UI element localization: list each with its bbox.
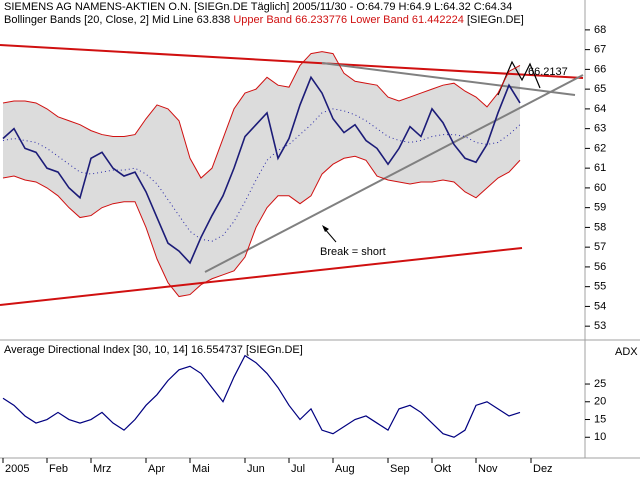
trendline [204, 74, 584, 273]
x-tick-label: Jun [247, 463, 265, 475]
pattern-line [497, 60, 541, 96]
band-line [2, 155, 521, 298]
y-tick-label: 53 [594, 320, 606, 332]
y-tick-label: 59 [594, 202, 606, 214]
x-tick-label: Nov [478, 463, 498, 475]
y-tick-label: 64 [594, 103, 606, 115]
x-tick-label: Okt [434, 463, 451, 475]
y-tick-label: 54 [594, 300, 606, 312]
y-tick-label: 62 [594, 142, 606, 154]
arrow-head [322, 225, 329, 232]
y-tick-label: 55 [594, 281, 606, 293]
trendline [321, 62, 576, 96]
subtitle: Bollinger Bands [20, Close, 2] Mid Line … [4, 14, 524, 26]
x-tick-label: Aug [335, 463, 355, 475]
x-tick-label: Jul [291, 463, 305, 475]
y-tick-label: 65 [594, 83, 606, 95]
y-tick-label: 10 [594, 431, 606, 443]
y-tick-label: 56 [594, 261, 606, 273]
subtitle-part: [SIEGn.DE] [467, 14, 524, 26]
trendline [0, 44, 584, 79]
y-tick-label: 58 [594, 221, 606, 233]
y-tick-label: 15 [594, 413, 606, 425]
band-fill [3, 51, 520, 297]
chart-title: SIEMENS AG NAMENS-AKTIEN O.N. [SIEGn.DE … [4, 1, 512, 13]
x-tick-label: 2005 [5, 463, 29, 475]
panel-title: Average Directional Index [30, 10, 14] 1… [4, 344, 303, 356]
y-tick-label: 63 [594, 123, 606, 135]
x-tick-label: Mai [192, 463, 210, 475]
subtitle-part: Upper Band 66.233776 Lower Band 61.44222… [233, 14, 464, 26]
trendline [0, 247, 523, 306]
y-tick-label: 61 [594, 162, 606, 174]
band-layer [3, 51, 520, 297]
band-line [2, 51, 521, 179]
mid-line [2, 108, 521, 242]
y-tick-label: 67 [594, 44, 606, 56]
y-axis-label: ADX [615, 346, 638, 358]
x-tick-label: Sep [390, 463, 410, 475]
y-tick-label: 25 [594, 378, 606, 390]
y-tick-label: 60 [594, 182, 606, 194]
annotation: Break = short [320, 246, 386, 258]
x-tick-label: Dez [533, 463, 553, 475]
y-tick-label: 66 [594, 63, 606, 75]
x-tick-label: Mrz [93, 463, 111, 475]
adx-line [2, 354, 521, 438]
x-tick-label: Apr [148, 463, 165, 475]
subtitle-part: Bollinger Bands [20, Close, 2] Mid Line … [4, 14, 230, 26]
y-tick-label: 68 [594, 24, 606, 36]
y-tick-label: 57 [594, 241, 606, 253]
price-line [2, 75, 521, 265]
y-tick-label: 20 [594, 396, 606, 408]
annotation: 66.2137 [528, 66, 568, 78]
x-tick-label: Feb [49, 463, 68, 475]
